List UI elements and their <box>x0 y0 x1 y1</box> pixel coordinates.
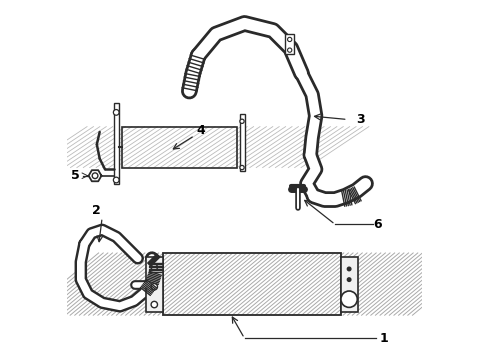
Circle shape <box>346 267 350 271</box>
Circle shape <box>113 177 119 183</box>
Text: 2: 2 <box>92 204 101 217</box>
Bar <box>240 114 244 171</box>
Circle shape <box>287 37 291 42</box>
Text: 5: 5 <box>70 169 79 182</box>
Text: 1: 1 <box>379 332 387 345</box>
Bar <box>340 257 357 312</box>
Circle shape <box>240 119 244 123</box>
Polygon shape <box>88 170 101 181</box>
Circle shape <box>151 284 157 290</box>
Bar <box>145 257 163 312</box>
Text: 4: 4 <box>196 124 205 137</box>
Text: 6: 6 <box>372 218 381 231</box>
Circle shape <box>151 264 157 270</box>
Bar <box>122 127 237 167</box>
Circle shape <box>240 165 244 170</box>
Bar <box>114 103 118 184</box>
Bar <box>285 34 294 54</box>
Circle shape <box>346 278 350 282</box>
Circle shape <box>151 301 157 308</box>
Circle shape <box>287 48 291 52</box>
Circle shape <box>340 291 357 307</box>
Text: 3: 3 <box>356 113 365 126</box>
Circle shape <box>113 109 119 115</box>
Bar <box>163 253 340 315</box>
Circle shape <box>92 173 98 179</box>
